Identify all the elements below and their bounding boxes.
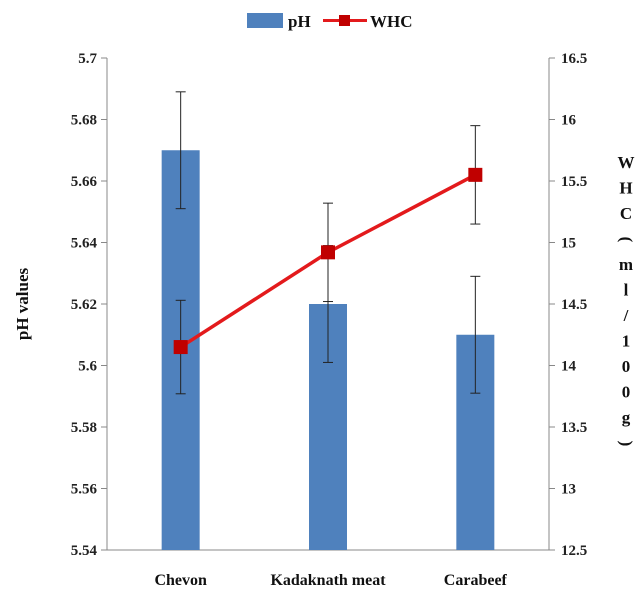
- y2-title-char: 0: [622, 357, 631, 376]
- y2-title-char: C: [620, 204, 632, 223]
- y2-title-char: g: [622, 408, 631, 427]
- right-tick-label: 13.5: [561, 420, 587, 436]
- right-tick-label: 14: [561, 359, 577, 375]
- category-label: Carabeef: [444, 572, 508, 589]
- y2-axis-title: WHC ( ml / 1 0 0 g): [617, 153, 636, 446]
- right-axis-ticks: 12.5 13 13.5 14 14.5 15 15.5 16 16.5: [549, 51, 587, 559]
- bar-error-bars: [175, 91, 481, 394]
- right-tick-label: 13: [561, 482, 576, 498]
- category-label: Chevon: [154, 572, 207, 589]
- legend-swatch-ph: [247, 13, 283, 28]
- right-tick-label: 16.5: [561, 51, 587, 67]
- left-tick-label: 5.6: [78, 359, 97, 375]
- left-tick-label: 5.66: [71, 174, 98, 190]
- left-tick-label: 5.58: [71, 420, 97, 436]
- left-tick-label: 5.64: [71, 236, 98, 252]
- category-label: Kadaknath meat: [270, 572, 386, 589]
- legend-marker-whc: [339, 15, 350, 26]
- legend-label-whc: WHC: [370, 12, 413, 31]
- left-tick-label: 5.7: [78, 51, 97, 67]
- y2-title-char: l: [624, 281, 629, 300]
- y2-title-char: W: [618, 153, 635, 172]
- y-axis-title: pH values: [13, 267, 32, 340]
- left-tick-label: 5.54: [71, 543, 98, 559]
- whc-point: [173, 340, 188, 355]
- right-tick-label: 16: [561, 113, 577, 129]
- right-tick-label: 15: [561, 236, 576, 252]
- whc-point: [468, 167, 483, 182]
- legend: pH WHC: [247, 12, 413, 31]
- right-tick-label: 12.5: [561, 543, 587, 559]
- y2-title-char: (: [617, 237, 636, 243]
- y2-title-char: ): [617, 441, 636, 447]
- y2-title-char: /: [623, 306, 629, 325]
- y2-title-char: 0: [622, 383, 631, 402]
- whc-point: [321, 245, 335, 260]
- left-tick-label: 5.68: [71, 113, 97, 129]
- y2-title-char: H: [619, 179, 632, 198]
- whc-line-layer: [173, 125, 483, 395]
- left-tick-label: 5.56: [71, 482, 98, 498]
- y2-title-char: m: [619, 255, 633, 274]
- category-labels: Chevon Kadaknath meat Carabeef: [154, 572, 507, 589]
- left-axis-ticks: 5.54 5.56 5.58 5.6 5.62 5.64 5.66 5.68 5.7: [71, 51, 107, 559]
- right-tick-label: 14.5: [561, 297, 587, 313]
- left-tick-label: 5.62: [71, 297, 97, 313]
- y2-title-char: 1: [622, 332, 631, 351]
- legend-label-ph: pH: [288, 12, 311, 31]
- right-tick-label: 15.5: [561, 174, 587, 190]
